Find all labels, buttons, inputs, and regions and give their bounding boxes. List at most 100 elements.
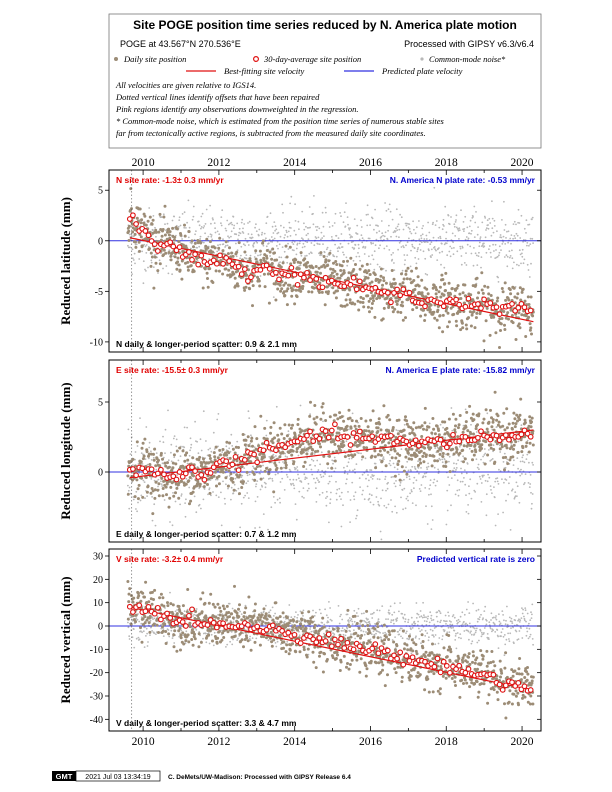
cm-noise-point: [530, 262, 532, 265]
cm-noise-point: [511, 257, 514, 260]
cm-noise-point: [491, 458, 494, 460]
daily-point: [433, 459, 437, 463]
daily-point: [249, 460, 253, 464]
daily-point: [186, 260, 190, 264]
cm-noise-point: [472, 216, 474, 218]
daily-point: [183, 459, 187, 463]
daily-point: [235, 250, 239, 254]
daily-point: [172, 453, 176, 457]
cm-noise-point: [392, 462, 395, 465]
daily-point: [285, 434, 289, 438]
cm-noise-point: [340, 525, 343, 528]
daily-point: [461, 291, 465, 295]
daily-point: [418, 457, 422, 461]
cm-noise-point: [408, 478, 411, 480]
daily-point: [359, 295, 363, 299]
daily-point: [301, 442, 305, 446]
daily-point: [491, 418, 495, 422]
cm-noise-point: [247, 222, 249, 224]
daily-point: [187, 479, 191, 483]
cm-noise-point: [260, 611, 263, 614]
cm-noise-point: [501, 478, 503, 481]
cm-noise-point: [297, 220, 300, 223]
daily-point: [252, 472, 256, 476]
cm-noise-point: [388, 203, 391, 206]
daily-point: [410, 457, 414, 461]
avg30-point: [195, 261, 202, 268]
cm-noise-point: [138, 620, 141, 623]
daily-point: [384, 281, 388, 285]
cm-noise-point: [383, 247, 386, 250]
cm-noise-point: [505, 479, 508, 481]
cm-noise-point: [265, 222, 268, 225]
cm-noise-point: [504, 243, 507, 245]
avg30-point: [223, 458, 230, 465]
cm-noise-point: [434, 224, 437, 227]
daily-point: [482, 339, 486, 343]
cm-noise-point: [232, 492, 235, 494]
daily-point: [157, 458, 160, 462]
cm-noise-point: [403, 487, 406, 490]
avg30-point: [437, 436, 444, 443]
daily-point: [400, 272, 403, 276]
daily-point: [466, 429, 470, 433]
cm-noise-point: [384, 478, 386, 480]
avg30-point: [304, 432, 310, 439]
cm-noise-point: [278, 497, 281, 500]
daily-point: [488, 333, 492, 337]
cm-noise-point: [418, 238, 421, 241]
daily-point: [213, 246, 217, 250]
daily-point: [169, 254, 173, 258]
cm-noise-point: [483, 242, 485, 245]
daily-point: [292, 261, 296, 264]
cm-noise-point: [428, 249, 430, 252]
cm-noise-point: [306, 227, 309, 229]
site-coords: POGE at 43.567°N 270.536°E: [120, 39, 241, 49]
cm-noise-point: [200, 227, 202, 230]
cm-noise-point: [476, 466, 479, 469]
cm-noise-point: [274, 473, 277, 476]
cm-noise-point: [478, 251, 480, 254]
daily-point: [468, 404, 472, 408]
cm-noise-point: [389, 281, 391, 284]
daily-point: [489, 446, 493, 450]
plot-content: [109, 360, 541, 542]
cm-noise-point: [347, 461, 350, 464]
cm-noise-point: [345, 482, 347, 485]
daily-point: [503, 428, 507, 432]
daily-point: [484, 319, 488, 323]
daily-point: [366, 425, 370, 429]
daily-point: [207, 477, 211, 481]
daily-point: [357, 443, 361, 447]
avg30-point: [356, 278, 363, 285]
daily-point: [511, 421, 515, 425]
cm-noise-point: [483, 474, 485, 477]
daily-point: [330, 433, 334, 437]
cm-noise-point: [150, 261, 153, 264]
cm-noise-point: [132, 464, 134, 466]
cm-noise-point: [298, 490, 301, 493]
cm-noise-point: [298, 228, 300, 231]
cm-noise-point: [167, 272, 170, 275]
cm-noise-point: [339, 212, 341, 214]
daily-point: [298, 287, 302, 290]
daily-point: [529, 425, 533, 429]
cm-noise-point: [475, 431, 478, 433]
daily-point: [274, 298, 278, 302]
cm-noise-point: [361, 241, 364, 244]
cm-noise-point: [286, 261, 289, 264]
daily-point: [346, 259, 349, 263]
cm-noise-point: [135, 490, 138, 493]
cm-noise-point: [269, 477, 271, 480]
cm-noise-point: [214, 231, 217, 234]
daily-point: [131, 457, 135, 461]
daily-point: [331, 286, 335, 290]
daily-point: [531, 443, 535, 447]
daily-point: [363, 433, 367, 437]
cm-noise-point: [496, 477, 499, 479]
daily-point: [151, 218, 155, 222]
daily-point: [262, 272, 266, 276]
daily-point: [147, 452, 151, 456]
cm-noise-point: [425, 238, 428, 240]
cm-noise-point: [419, 490, 422, 492]
